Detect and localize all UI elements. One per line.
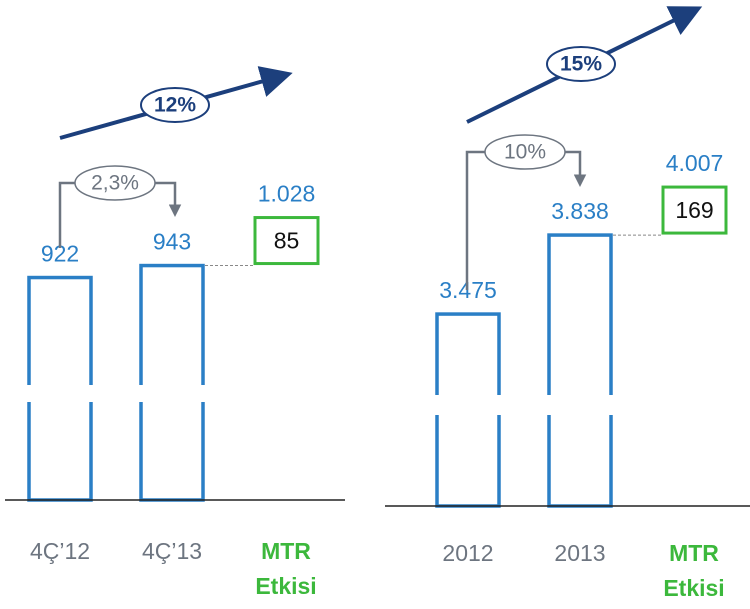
mtr-value: 169: [675, 197, 713, 223]
trend-label: 12%: [154, 94, 196, 117]
change-badge: [484, 134, 566, 170]
axis-break: [25, 385, 95, 402]
mtr-value: 85: [274, 228, 300, 254]
x-tick-label: 2013: [554, 540, 605, 566]
mtr-category: Etkisi: [255, 573, 316, 599]
mtr-category: MTR: [669, 540, 719, 566]
x-tick-label: 4Ç’12: [30, 538, 90, 564]
mtr-box: [661, 185, 728, 235]
mtr-box: [253, 216, 320, 266]
trend-label: 15%: [560, 53, 602, 76]
axis-break: [433, 395, 503, 415]
change-label: 10%: [504, 141, 546, 164]
mtr-category: Etkisi: [663, 575, 724, 601]
bar: [139, 263, 205, 502]
value-label: 943: [153, 229, 191, 255]
trend-badge: [140, 87, 210, 123]
value-label: 3.838: [551, 198, 609, 224]
axis-break: [137, 385, 207, 402]
axis-break: [545, 395, 615, 415]
mtr-category: MTR: [261, 538, 311, 564]
x-tick-label: 2012: [442, 540, 493, 566]
trend-badge: [546, 46, 616, 82]
change-label: 2,3%: [91, 172, 139, 195]
total-label: 4.007: [666, 150, 724, 176]
change-badge: [74, 165, 156, 201]
total-label: 1.028: [258, 181, 316, 207]
x-tick-label: 4Ç’13: [142, 538, 202, 564]
bar: [547, 233, 613, 508]
